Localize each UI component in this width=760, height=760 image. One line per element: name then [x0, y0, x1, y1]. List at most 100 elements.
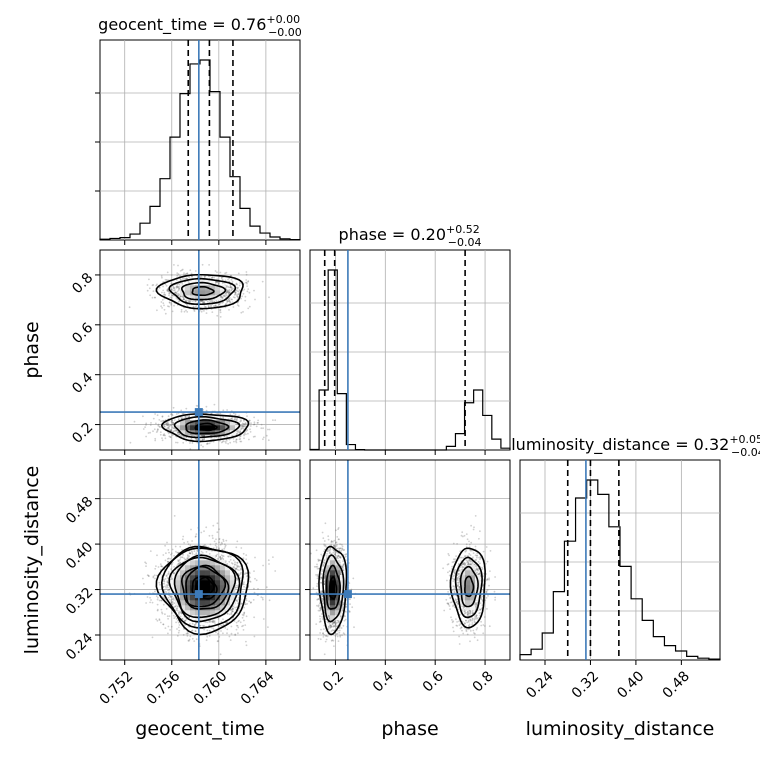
- sample-point: [176, 441, 179, 444]
- sample-point: [196, 550, 199, 553]
- sample-point: [240, 569, 242, 571]
- sample-point: [194, 437, 197, 440]
- sample-point: [213, 403, 216, 406]
- sample-point: [230, 274, 232, 277]
- sample-point: [161, 415, 164, 418]
- sample-point: [157, 428, 159, 431]
- density-cell: [215, 290, 221, 296]
- sample-point: [187, 281, 190, 283]
- sample-point: [218, 303, 221, 305]
- sample-point: [175, 609, 178, 612]
- sample-point: [167, 561, 169, 563]
- sample-point: [161, 276, 163, 279]
- sample-point: [231, 298, 234, 301]
- sample-point: [187, 301, 190, 303]
- sample-point: [253, 635, 256, 638]
- sample-point: [249, 581, 252, 583]
- sample-point: [161, 298, 164, 301]
- sample-point: [170, 602, 173, 604]
- sample-point: [237, 632, 239, 635]
- sample-point: [242, 424, 245, 427]
- sample-point: [189, 544, 192, 547]
- sample-point: [235, 624, 238, 627]
- sample-point: [175, 413, 178, 415]
- sample-point: [228, 280, 231, 283]
- sample-point: [206, 629, 209, 632]
- sample-point: [228, 309, 230, 311]
- sample-point: [157, 424, 160, 427]
- sample-point: [230, 562, 233, 564]
- sample-point: [229, 284, 232, 286]
- sample-point: [245, 644, 248, 647]
- sample-point: [212, 620, 214, 622]
- sample-point: [169, 436, 172, 439]
- sample-point: [225, 442, 227, 444]
- sample-point: [182, 296, 185, 298]
- sample-point: [242, 591, 244, 593]
- sample-point: [188, 552, 191, 555]
- sample-point: [175, 297, 178, 299]
- sample-point: [265, 434, 268, 437]
- sample-point: [225, 271, 228, 274]
- sample-point: [242, 427, 245, 430]
- sample-point: [183, 619, 186, 622]
- sample-point: [172, 614, 175, 617]
- sample-point: [196, 438, 199, 441]
- sample-point: [178, 624, 181, 626]
- sample-point: [156, 414, 159, 417]
- sample-point: [161, 420, 164, 422]
- sample-point: [169, 436, 172, 438]
- sample-point: [237, 626, 240, 629]
- sample-point: [243, 288, 246, 291]
- sample-point: [154, 413, 157, 415]
- sample-point: [170, 282, 173, 285]
- sample-point: [166, 584, 169, 587]
- sample-point: [166, 427, 168, 430]
- sample-point: [235, 440, 237, 442]
- sample-point: [219, 556, 222, 558]
- sample-point: [145, 435, 148, 438]
- sample-point: [158, 618, 161, 621]
- sample-point: [219, 436, 222, 439]
- sample-point: [211, 276, 214, 279]
- sample-point: [231, 280, 234, 283]
- sample-point: [194, 300, 197, 303]
- sample-point: [184, 415, 187, 418]
- sample-point: [178, 433, 180, 436]
- sample-point: [191, 551, 194, 554]
- sample-point: [240, 311, 243, 314]
- sample-point: [171, 426, 174, 428]
- sample-point: [232, 306, 235, 308]
- sample-point: [261, 597, 264, 599]
- sample-point: [220, 276, 223, 279]
- sample-point: [203, 301, 206, 304]
- sample-point: [232, 437, 235, 440]
- sample-point: [215, 305, 218, 308]
- sample-point: [248, 291, 251, 294]
- sample-point: [236, 564, 238, 567]
- sample-point: [145, 422, 148, 425]
- sample-point: [209, 275, 211, 278]
- sample-point: [240, 420, 242, 422]
- sample-point: [191, 300, 194, 303]
- sample-point: [228, 298, 230, 300]
- sample-point: [199, 300, 202, 303]
- sample-point: [242, 557, 245, 560]
- sample-point: [202, 301, 204, 304]
- sample-point: [203, 276, 206, 278]
- sample-point: [244, 624, 247, 626]
- sample-point: [241, 295, 244, 298]
- sample-point: [165, 591, 167, 593]
- sample-point: [156, 309, 158, 312]
- sample-point: [222, 623, 225, 626]
- sample-point: [205, 312, 208, 314]
- sample-point: [171, 548, 174, 551]
- sample-point: [242, 614, 245, 617]
- sample-point: [221, 296, 223, 299]
- sample-point: [168, 428, 171, 431]
- sample-point: [260, 423, 263, 426]
- sample-point: [151, 636, 154, 639]
- sample-point: [214, 304, 217, 307]
- sample-point: [245, 281, 248, 284]
- sample-point: [177, 559, 180, 561]
